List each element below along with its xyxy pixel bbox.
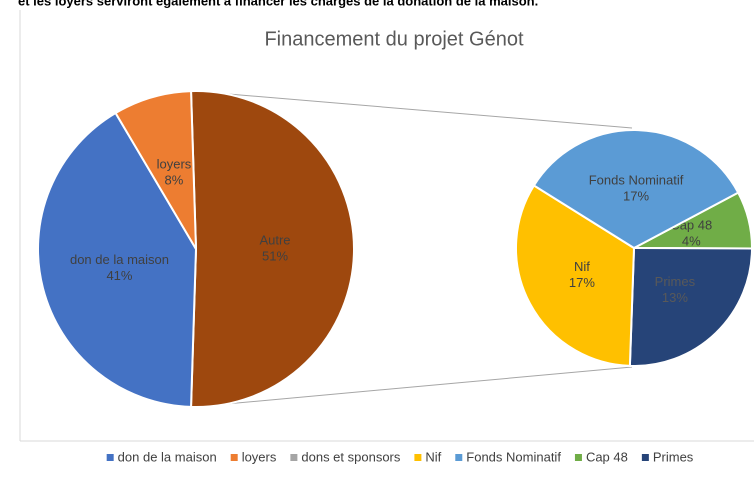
slice-category-label: Nif <box>574 259 590 274</box>
slice-value-label: 51% <box>262 248 288 263</box>
legend: don de la maison loyers dons et sponsors Ni… <box>106 449 694 464</box>
caption: et les loyers serviront également à fina… <box>18 0 538 8</box>
pie-slice <box>628 246 754 367</box>
legend-label: Cap 48 <box>586 449 628 464</box>
legend-marker <box>414 454 422 461</box>
chart-title: Financement du projet Génot <box>264 28 523 50</box>
slice-category-label: Fonds Nominatif <box>589 172 684 187</box>
legend-label: Primes <box>653 449 694 464</box>
connector-line <box>192 366 633 408</box>
slice-category-label: don de la maison <box>70 252 169 267</box>
pie-slice <box>532 129 740 250</box>
legend-marker <box>574 454 582 461</box>
legend-label: Fonds Nominatif <box>466 449 561 464</box>
legend-marker <box>455 454 463 461</box>
legend-label: don de la maison <box>118 449 217 464</box>
slice-value-label: 17% <box>569 275 595 290</box>
legend-marker <box>641 454 649 461</box>
legend-label: Nif <box>425 449 441 464</box>
legend-marker <box>106 454 114 461</box>
pie-slice <box>114 90 197 250</box>
legend-marker <box>230 454 238 461</box>
legend-label: loyers <box>242 449 277 464</box>
slice-category-label: loyers <box>157 157 192 172</box>
connector-line <box>192 90 633 129</box>
slice-value-label: 8% <box>165 173 184 188</box>
pie-slice <box>37 111 198 408</box>
slice-value-label: 4% <box>682 233 701 248</box>
legend-label: dons et sponsors <box>301 449 401 464</box>
slice-category-label: Autre <box>259 232 290 247</box>
slice-category-label: Primes <box>655 274 696 289</box>
pie-slice <box>190 90 355 408</box>
slice-value-label: 17% <box>623 188 649 203</box>
slice-value-label: 13% <box>662 290 688 305</box>
slice-value-label: 41% <box>106 268 132 283</box>
legend-marker <box>290 454 298 461</box>
